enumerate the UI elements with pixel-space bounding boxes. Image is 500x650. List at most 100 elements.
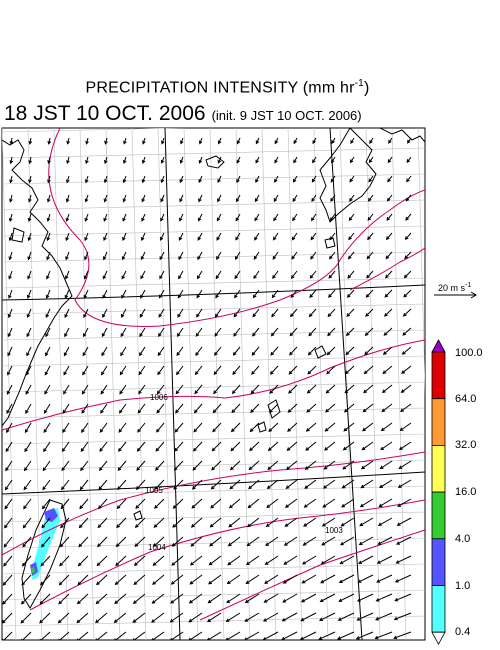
- grid-line-h: [2, 303, 425, 315]
- wind-arrow: [123, 156, 127, 164]
- wind-arrow: [79, 479, 89, 491]
- wind-vectors: [2, 137, 412, 640]
- wind-arrow: [345, 327, 355, 337]
- wind-arrow: [322, 498, 336, 508]
- wind-arrow: [3, 555, 13, 567]
- wind-arrow: [384, 270, 393, 279]
- wind-arrow: [28, 175, 32, 184]
- valid-time-line: 18 JST 10 OCT. 2006 (init. 9 JST 10 OCT. …: [4, 102, 362, 126]
- wind-arrow: [250, 384, 260, 394]
- wind-arrow: [304, 479, 317, 489]
- wind-arrow: [8, 289, 13, 299]
- wind-arrow: [157, 365, 165, 376]
- wind-arrow: [5, 460, 13, 472]
- wind-arrow: [343, 422, 355, 432]
- wind-arrow: [4, 479, 13, 491]
- grid-line-h: [2, 563, 425, 575]
- wind-arrow: [8, 213, 13, 223]
- wind-arrow: [210, 479, 222, 490]
- grid-line-h: [2, 173, 425, 185]
- wind-arrow: [45, 346, 51, 357]
- wind-arrow: [39, 593, 51, 605]
- latitude-line-north: [2, 284, 425, 301]
- wind-arrow: [324, 441, 336, 451]
- wind-arrow: [234, 289, 241, 299]
- grid-line-h: [2, 147, 425, 159]
- wind-arrow: [45, 327, 51, 338]
- wind-arrow: [263, 593, 279, 603]
- grid-line-h: [2, 277, 425, 289]
- isobar-north: [48, 128, 425, 327]
- wind-arrow: [21, 555, 32, 567]
- wind-arrow: [84, 213, 89, 222]
- wind-arrow: [340, 536, 355, 546]
- wind-arrow: [171, 536, 184, 547]
- colorbar-label-4: 4.0: [455, 533, 471, 545]
- wind-arrow: [197, 251, 203, 261]
- wind-arrow: [155, 460, 165, 471]
- wind-arrow: [80, 441, 89, 453]
- wind-arrow: [7, 308, 13, 319]
- title-close: ): [363, 79, 370, 97]
- wind-arrow: [301, 574, 317, 584]
- wind-arrow: [60, 498, 70, 510]
- wind-arrow: [262, 612, 279, 622]
- wind-arrow: [283, 536, 298, 546]
- wind-arrow: [360, 460, 374, 470]
- isobar-1005: [2, 451, 425, 556]
- wind-arrow: [318, 631, 336, 640]
- wind-arrow: [319, 593, 336, 603]
- wind-arrow: [401, 365, 412, 374]
- wind-arrow: [283, 555, 298, 565]
- isobar-label-1004: 1004: [148, 543, 166, 552]
- wind-arrow: [81, 403, 89, 414]
- wind-arrow: [116, 498, 127, 510]
- wind-arrow: [189, 555, 203, 566]
- wind-arrow: [356, 593, 374, 602]
- wind-arrow: [342, 460, 355, 470]
- wind-arrow: [368, 156, 374, 164]
- wind-arrow: [120, 327, 127, 338]
- wind-arrow: [60, 517, 70, 529]
- wind-arrow: [114, 574, 127, 586]
- wind-arrow: [366, 270, 374, 279]
- wind-arrow: [9, 137, 14, 145]
- coastlines: [2, 128, 425, 609]
- wind-arrow: [9, 175, 13, 184]
- wind-arrow: [211, 460, 222, 471]
- wind-arrow: [116, 517, 127, 529]
- title-text: PRECIPITATION INTENSITY (mm hr: [85, 79, 355, 97]
- wind-arrow: [330, 194, 336, 202]
- wind-arrow: [45, 289, 51, 299]
- wind-arrow: [120, 308, 127, 318]
- grid-line-h: [2, 433, 425, 445]
- wind-arrow: [22, 517, 32, 529]
- wind-arrow: [83, 289, 89, 299]
- wind-arrow: [197, 232, 203, 241]
- wind-arrow: [188, 631, 203, 640]
- wind-arrow: [291, 251, 298, 260]
- wind-arrow: [382, 365, 393, 375]
- wind-arrow: [254, 194, 260, 203]
- wind-arrow: [59, 555, 70, 567]
- wind-arrow: [140, 251, 146, 261]
- wind-arrow: [95, 593, 108, 605]
- latitude-line-south: [2, 471, 425, 495]
- wind-arrow: [159, 270, 165, 280]
- wind-arrow: [397, 498, 412, 507]
- wind-arrow: [394, 574, 412, 583]
- wind-arrow: [300, 612, 317, 622]
- wind-arrow: [101, 327, 108, 338]
- wind-arrow: [401, 346, 412, 355]
- wind-arrow: [272, 251, 279, 260]
- colorbar-label-1: 1.0: [455, 580, 471, 592]
- wind-arrow: [22, 536, 32, 548]
- grid-line-v: [157, 128, 173, 640]
- grid-line-v: [313, 128, 329, 640]
- wind-arrow: [348, 213, 355, 222]
- wind-arrow: [347, 270, 355, 279]
- wind-arrow: [216, 251, 222, 260]
- wind-arrow: [236, 175, 241, 184]
- wind-arrow: [230, 441, 241, 452]
- island-3: [257, 421, 267, 433]
